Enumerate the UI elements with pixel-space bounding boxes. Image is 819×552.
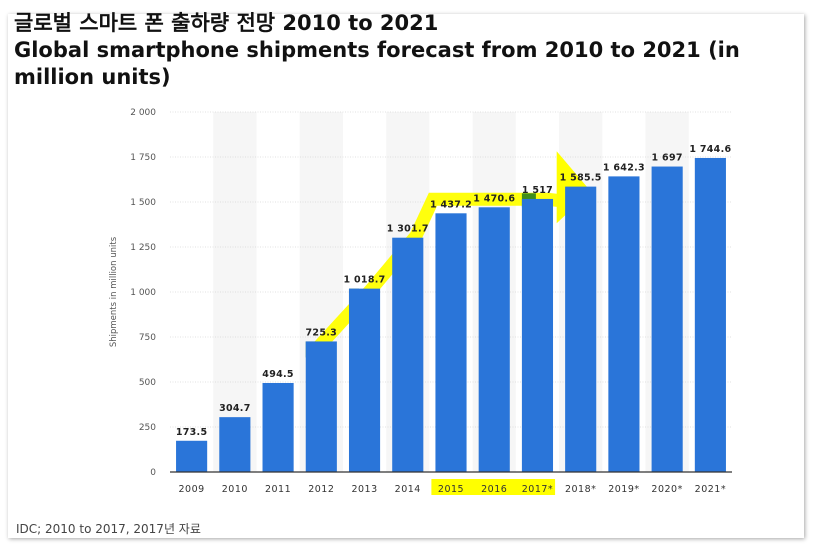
data-label: 1 517 bbox=[522, 185, 553, 196]
x-tick-label: 2012 bbox=[308, 484, 334, 495]
x-tick-label: 2019* bbox=[608, 484, 639, 495]
x-axis-ticks: 2009 2010 2011 2012 2013 2014 2015 2016 2017* 201… bbox=[179, 484, 726, 495]
y-tick-label: 1 250 bbox=[130, 243, 156, 253]
bar bbox=[565, 186, 597, 473]
y-tick-label: 1 500 bbox=[130, 198, 156, 208]
data-label: 725.3 bbox=[306, 327, 338, 338]
data-labels: 173.5 304.7 494.5 725.3 1 018.7 1 301.7 1 437.… bbox=[176, 144, 731, 438]
data-label: 173.5 bbox=[176, 427, 208, 438]
y-tick-label: 0 bbox=[150, 468, 156, 478]
x-tick-label: 2009 bbox=[179, 484, 205, 495]
bar bbox=[651, 166, 683, 473]
data-label: 1 585.5 bbox=[560, 173, 602, 184]
x-tick-label: 2014 bbox=[395, 484, 421, 495]
y-axis-label: Shipments in million units bbox=[109, 236, 119, 347]
x-tick-label: 2015 bbox=[438, 484, 464, 495]
x-tick-label: 2018* bbox=[565, 484, 596, 495]
highlight-x-labels bbox=[431, 479, 556, 495]
y-tick-label: 2 000 bbox=[130, 108, 156, 118]
bars bbox=[176, 157, 726, 473]
y-tick-label: 1 750 bbox=[130, 153, 156, 163]
bar bbox=[435, 213, 467, 472]
data-label: 1 301.7 bbox=[387, 224, 429, 235]
chart-title-english: Global smartphone shipments forecast fro… bbox=[14, 38, 740, 89]
source-note: IDC; 2010 to 2017, 2017년 자료 bbox=[16, 522, 201, 536]
data-label: 1 744.6 bbox=[689, 144, 731, 155]
x-tick-label: 2020* bbox=[651, 484, 682, 495]
bar bbox=[392, 237, 424, 472]
x-tick-label: 2013 bbox=[351, 484, 377, 495]
chart-title: 글로벌 스마트 폰 출하량 전망 2010 to 2021 Global sma… bbox=[14, 10, 814, 91]
data-label: 494.5 bbox=[262, 369, 294, 380]
data-label: 1 470.6 bbox=[473, 193, 515, 204]
data-label: 304.7 bbox=[219, 403, 251, 414]
y-axis-ticks: 0 250 500 750 1 000 1 250 1 500 1 750 2 000 bbox=[130, 108, 156, 478]
bar bbox=[478, 207, 510, 473]
data-label: 1 697 bbox=[652, 153, 683, 164]
y-tick-label: 1 000 bbox=[130, 288, 156, 298]
data-label: 1 437.2 bbox=[430, 199, 472, 210]
bar bbox=[176, 440, 208, 472]
x-tick-label: 2011 bbox=[265, 484, 291, 495]
x-tick-label: 2017* bbox=[522, 484, 553, 495]
bar bbox=[521, 198, 554, 472]
bar bbox=[694, 157, 726, 473]
bar bbox=[348, 288, 381, 472]
y-tick-label: 750 bbox=[139, 333, 156, 343]
y-tick-label: 250 bbox=[139, 423, 156, 433]
chart-title-korean: 글로벌 스마트 폰 출하량 전망 2010 to 2021 bbox=[14, 11, 439, 35]
data-label: 1 018.7 bbox=[343, 275, 385, 286]
bar bbox=[608, 176, 640, 473]
bar bbox=[219, 417, 251, 472]
x-tick-label: 2010 bbox=[222, 484, 248, 495]
x-tick-label: 2021* bbox=[695, 484, 726, 495]
x-tick-label: 2016 bbox=[481, 484, 507, 495]
data-label: 1 642.3 bbox=[603, 162, 645, 173]
bar bbox=[305, 341, 337, 472]
y-tick-label: 500 bbox=[139, 378, 156, 388]
bar bbox=[262, 382, 294, 472]
